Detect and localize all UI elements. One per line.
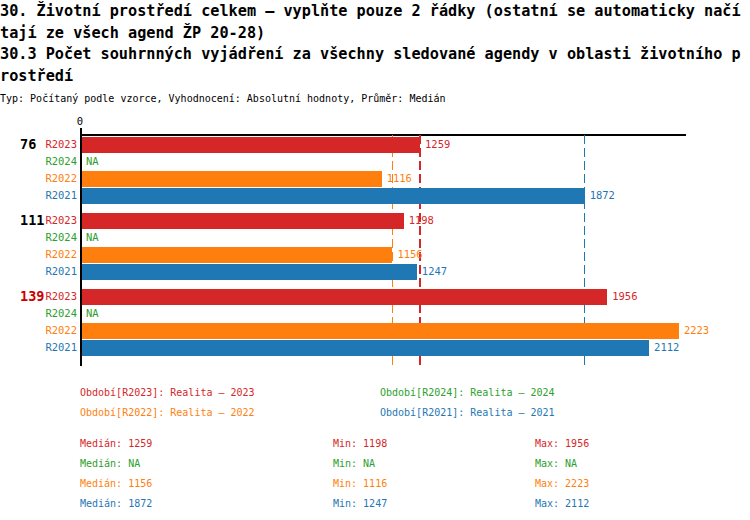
row-label-R2022: R2022 — [30, 246, 77, 263]
row-label-R2023: R2023 — [30, 212, 77, 229]
stat-min-cell: Min: NA — [333, 458, 375, 470]
bar-value-label: 2112 — [654, 339, 679, 356]
stat-median-cell: Medián: NA — [80, 458, 140, 470]
bar-R2022 — [82, 247, 392, 263]
bar-value-label: 1872 — [590, 187, 615, 204]
bar-R2023 — [82, 137, 420, 153]
row-label-R2022: R2022 — [30, 322, 77, 339]
x-axis-line — [80, 134, 686, 136]
bar-value-label: 1259 — [425, 136, 450, 153]
stat-max-cell: Max: NA — [535, 458, 577, 470]
bar-value-label: 1956 — [612, 288, 637, 305]
row-label-R2021: R2021 — [30, 187, 77, 204]
stat-median-cell: Medián: 1872 — [80, 498, 152, 510]
legend-item-R2022: Období[R2022]: Realita – 2022 — [80, 407, 255, 419]
page-title-line-1: 30. Životní prostředí celkem – vyplňte p… — [0, 1, 745, 44]
bar-R2021 — [82, 188, 585, 204]
bar-na-label: NA — [86, 153, 99, 170]
chart-meta: Typ: Počítaný podle vzorce, Vyhodnocení:… — [0, 92, 745, 105]
row-label-R2024: R2024 — [30, 229, 77, 246]
bar-R2021 — [82, 340, 649, 356]
bar-value-label: 1198 — [409, 212, 434, 229]
legend-item-R2021: Období[R2021]: Realita – 2021 — [380, 407, 555, 419]
legend-item-R2024: Období[R2024]: Realita – 2024 — [380, 387, 555, 399]
stat-min-cell: Min: 1198 — [333, 438, 387, 450]
row-label-R2024: R2024 — [30, 305, 77, 322]
row-label-R2024: R2024 — [30, 153, 77, 170]
stat-max-cell: Max: 2112 — [535, 498, 589, 510]
stat-max-cell: Max: 1956 — [535, 438, 589, 450]
stat-min-cell: Min: 1247 — [333, 498, 387, 510]
report-page: 30. Životní prostředí celkem – vyplňte p… — [0, 0, 750, 520]
bar-R2022 — [82, 171, 382, 187]
axis-origin-tick: 0 — [73, 115, 87, 127]
legend-item-R2023: Období[R2023]: Realita – 2023 — [80, 387, 255, 399]
row-label-R2022: R2022 — [30, 170, 77, 187]
row-label-R2021: R2021 — [30, 339, 77, 356]
bar-R2021 — [82, 264, 417, 280]
bar-value-label: 1116 — [387, 170, 412, 187]
stat-min-cell: Min: 1116 — [333, 478, 387, 490]
bar-R2023 — [82, 289, 607, 305]
page-title-line-2: 30.3 Počet souhrnných vyjádření za všech… — [0, 44, 745, 87]
bar-value-label: 2223 — [684, 322, 709, 339]
bar-na-label: NA — [86, 305, 99, 322]
bar-value-label: 1247 — [422, 263, 447, 280]
bar-na-label: NA — [86, 229, 99, 246]
row-label-R2021: R2021 — [30, 263, 77, 280]
row-label-R2023: R2023 — [30, 288, 77, 305]
stat-median-cell: Medián: 1156 — [80, 478, 152, 490]
bar-value-label: 1156 — [397, 246, 422, 263]
stat-max-cell: Max: 2223 — [535, 478, 589, 490]
row-label-R2023: R2023 — [30, 136, 77, 153]
stat-median-cell: Medián: 1259 — [80, 438, 152, 450]
bar-R2023 — [82, 213, 404, 229]
bar-R2022 — [82, 323, 679, 339]
